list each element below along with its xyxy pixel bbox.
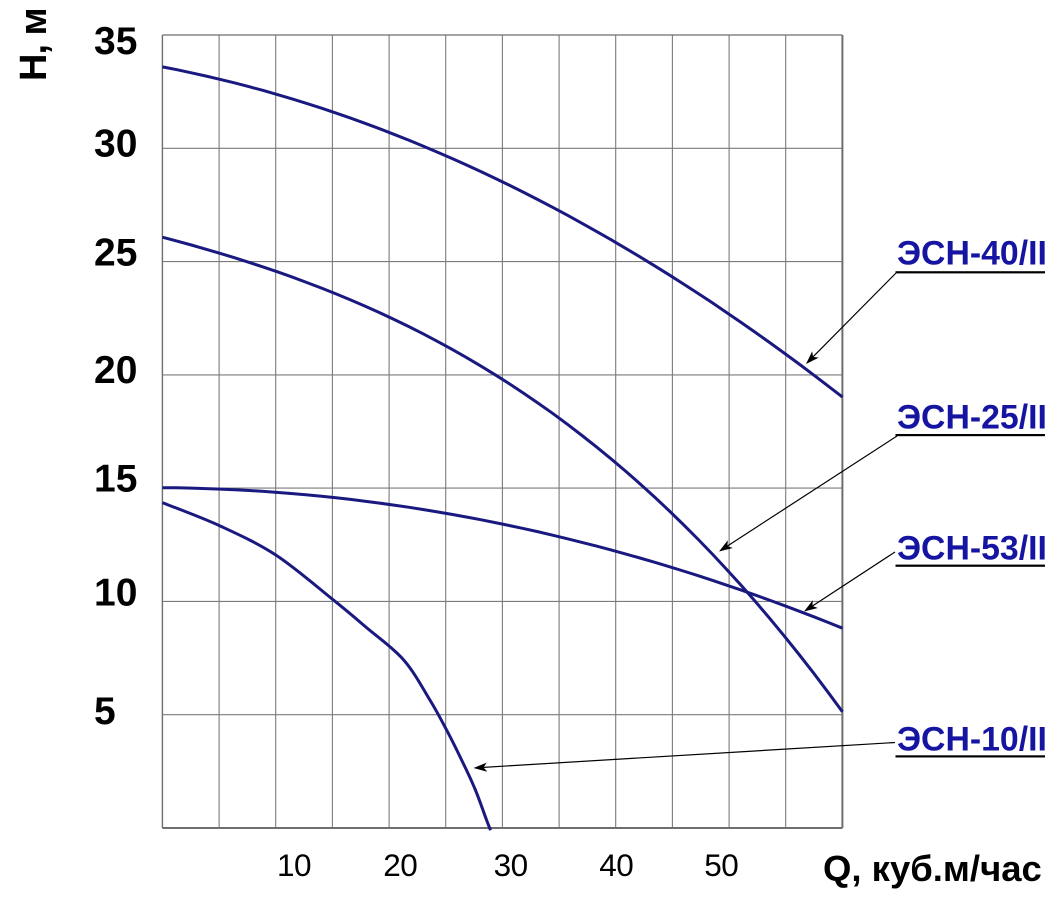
svg-text:20: 20 — [383, 847, 417, 883]
svg-text:ЭСН-53/II: ЭСН-53/II — [897, 530, 1047, 568]
svg-text:ЭСН-25/II: ЭСН-25/II — [897, 399, 1047, 437]
svg-text:5: 5 — [94, 690, 116, 733]
svg-text:35: 35 — [94, 20, 137, 63]
svg-text:15: 15 — [94, 457, 137, 500]
svg-text:Q, куб.м/час: Q, куб.м/час — [823, 848, 1042, 889]
svg-text:20: 20 — [94, 349, 137, 392]
svg-text:30: 30 — [94, 122, 137, 165]
svg-text:25: 25 — [94, 232, 137, 275]
svg-text:ЭСН-40/II: ЭСН-40/II — [897, 235, 1047, 273]
svg-text:10: 10 — [94, 572, 137, 615]
svg-text:50: 50 — [704, 847, 738, 883]
svg-text:30: 30 — [494, 847, 528, 883]
svg-text:Н, м: Н, м — [13, 8, 55, 81]
svg-text:10: 10 — [277, 847, 311, 883]
svg-text:40: 40 — [599, 847, 633, 883]
svg-text:ЭСН-10/II: ЭСН-10/II — [897, 721, 1047, 759]
